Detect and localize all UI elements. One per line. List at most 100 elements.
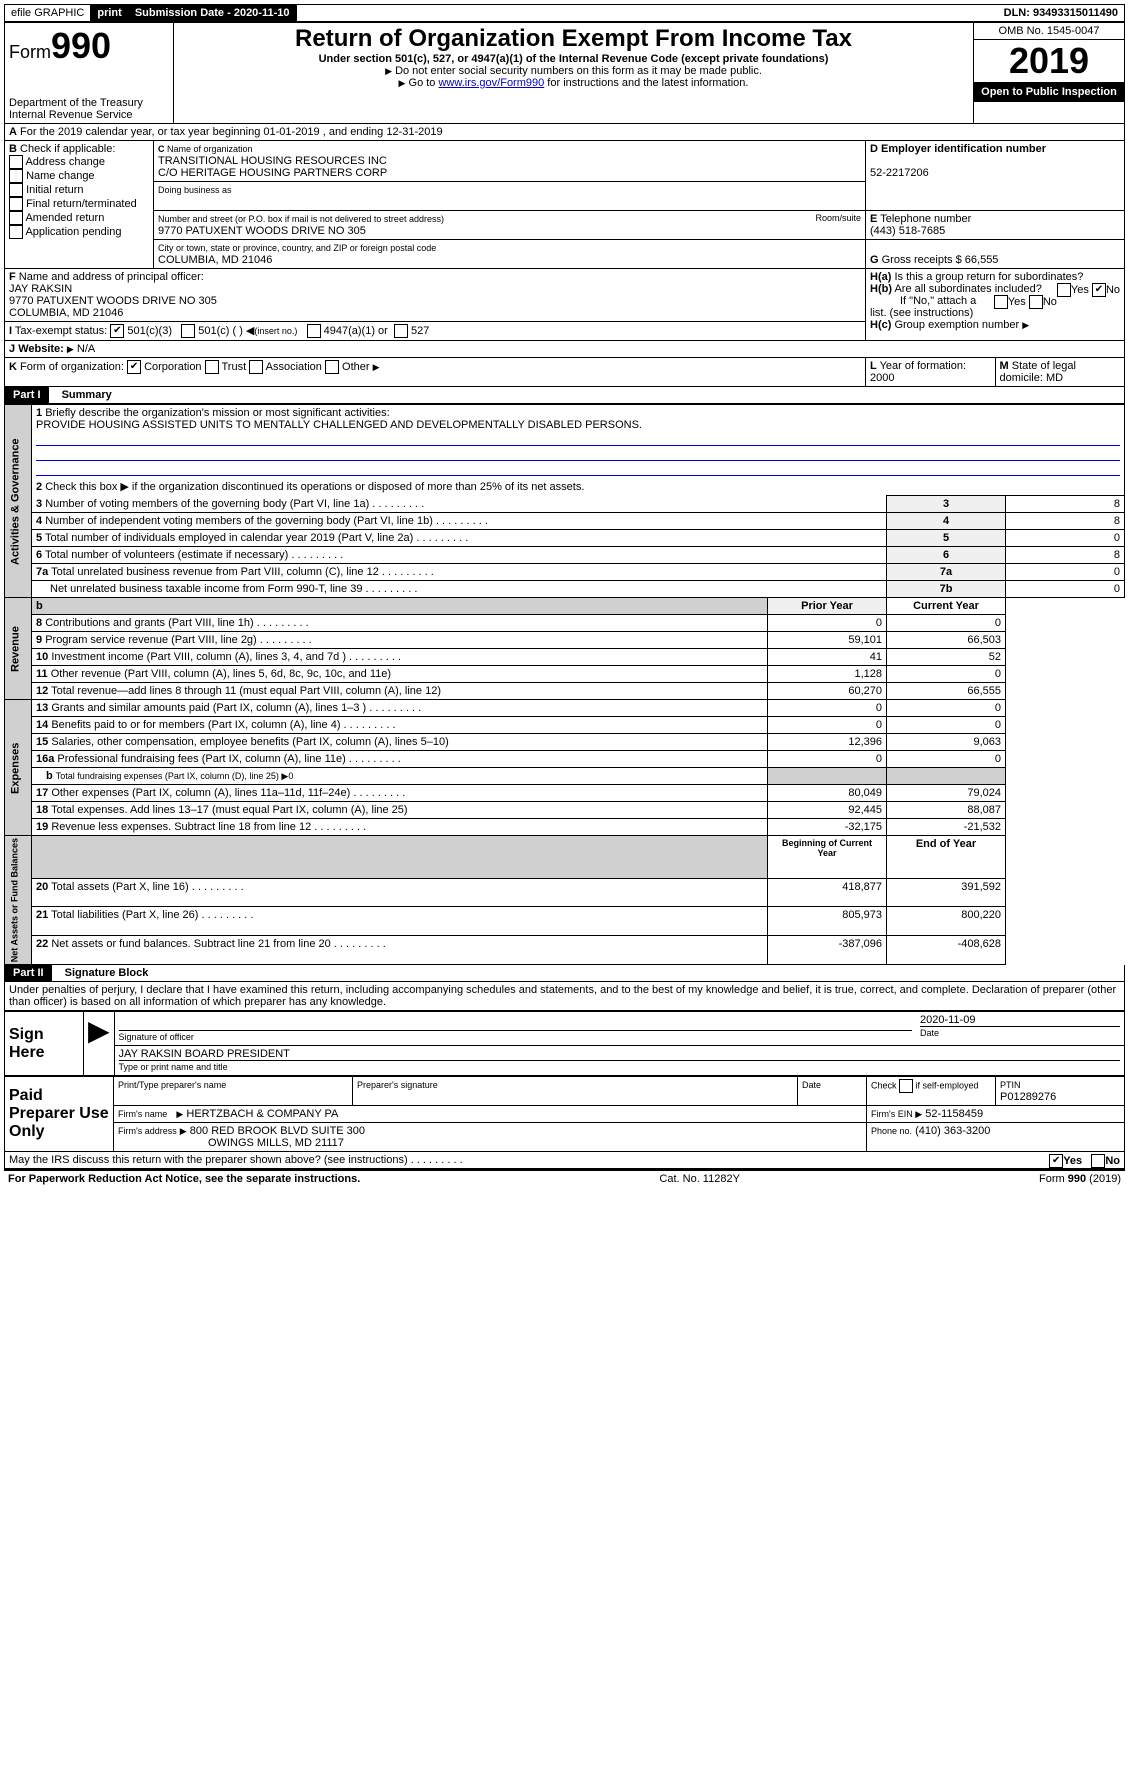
form-footer: Form 990 (2019) bbox=[1039, 1173, 1121, 1185]
form990-link[interactable]: www.irs.gov/Form990 bbox=[438, 77, 544, 89]
ha-label: Is this a group return for subordinates? bbox=[894, 271, 1083, 283]
website-value: N/A bbox=[77, 343, 95, 355]
cb-527[interactable] bbox=[394, 324, 408, 338]
gross-label: Gross receipts $ bbox=[882, 254, 962, 266]
exp-row: Other expenses (Part IX, column (A), lin… bbox=[51, 787, 405, 799]
cb-501c[interactable] bbox=[181, 324, 195, 338]
exp-row: Grants and similar amounts paid (Part IX… bbox=[51, 702, 421, 714]
cb-discuss-no[interactable] bbox=[1091, 1154, 1105, 1168]
l2-text: Check this box ▶ if the organization dis… bbox=[45, 481, 584, 493]
rev-row: Program service revenue (Part VIII, line… bbox=[45, 634, 312, 646]
gov-val: 0 bbox=[1006, 564, 1125, 581]
phone-value: (443) 518-7685 bbox=[870, 225, 945, 237]
website-label: Website: bbox=[18, 343, 64, 355]
cb-hb-no[interactable] bbox=[1029, 295, 1043, 309]
cb-trust[interactable] bbox=[205, 360, 219, 374]
cb-self-employed[interactable] bbox=[899, 1079, 913, 1093]
vlabel-governance: Activities & Governance bbox=[5, 405, 32, 598]
part1-label: Part I bbox=[5, 387, 49, 403]
addr-label: Number and street (or P.O. box if mail i… bbox=[158, 214, 444, 224]
exp-row: Salaries, other compensation, employee b… bbox=[51, 736, 448, 748]
part1-title: Summary bbox=[52, 389, 112, 401]
gov-val: 8 bbox=[1006, 496, 1125, 513]
top-toolbar: efile GRAPHIC print Submission Date - 20… bbox=[4, 4, 1125, 22]
irs-label: Internal Revenue Service bbox=[9, 109, 169, 121]
hdr-prior: Prior Year bbox=[768, 598, 887, 615]
hc-label: Group exemption number bbox=[894, 319, 1019, 331]
cb-ha-no[interactable]: ✔ bbox=[1092, 283, 1106, 297]
signature-table: Sign Here ▶ Signature of officer 2020-11… bbox=[4, 1011, 1125, 1076]
ein-value: 52-2217206 bbox=[870, 167, 929, 179]
net-row: Total liabilities (Part X, line 26) bbox=[51, 909, 253, 921]
firm-phone-label: Phone no. bbox=[871, 1126, 912, 1136]
state-label: State of legal domicile: bbox=[1000, 360, 1076, 384]
form-word: Form bbox=[9, 42, 51, 62]
cb-address-change[interactable] bbox=[9, 155, 23, 169]
room-label: Room/suite bbox=[815, 213, 861, 223]
cb-initial-return[interactable] bbox=[9, 183, 23, 197]
dln: DLN: 93493315011490 bbox=[998, 5, 1124, 21]
date-label: Date bbox=[920, 1028, 939, 1038]
cb-hb-yes[interactable] bbox=[994, 295, 1008, 309]
gov-val: 0 bbox=[1006, 581, 1125, 598]
tax-year: 2019 bbox=[974, 40, 1124, 82]
firm-addr1: 800 RED BROOK BLVD SUITE 300 bbox=[190, 1125, 365, 1137]
firm-addr-label: Firm's address bbox=[118, 1126, 177, 1136]
gov-row: Total number of volunteers (estimate if … bbox=[45, 549, 343, 561]
firm-ein: 52-1158459 bbox=[925, 1108, 983, 1120]
cb-name-change[interactable] bbox=[9, 169, 23, 183]
cb-ha-yes[interactable] bbox=[1057, 283, 1071, 297]
note-ssn: Do not enter social security numbers on … bbox=[395, 65, 762, 77]
org-name: TRANSITIONAL HOUSING RESOURCES INC bbox=[158, 155, 387, 167]
rev-row: Contributions and grants (Part VIII, lin… bbox=[45, 617, 309, 629]
cb-4947[interactable] bbox=[307, 324, 321, 338]
firm-addr2: OWINGS MILLS, MD 21117 bbox=[118, 1137, 344, 1149]
efile-label: efile GRAPHIC bbox=[5, 5, 91, 21]
officer-addr: 9770 PATUXENT WOODS DRIVE NO 305 bbox=[9, 295, 217, 307]
dba-label: Doing business as bbox=[158, 185, 232, 195]
sign-here-label: Sign Here bbox=[5, 1012, 84, 1076]
cb-corp[interactable]: ✔ bbox=[127, 360, 141, 374]
gov-val: 8 bbox=[1006, 547, 1125, 564]
prep-sig-label: Preparer's signature bbox=[357, 1080, 438, 1090]
cb-assoc[interactable] bbox=[249, 360, 263, 374]
form-number: 990 bbox=[51, 25, 111, 66]
form-org-label: Form of organization: bbox=[20, 361, 124, 373]
hdr-beginning: Beginning of Current Year bbox=[768, 836, 887, 879]
hdr-current: Current Year bbox=[887, 598, 1006, 615]
signer-name: JAY RAKSIN BOARD PRESIDENT bbox=[119, 1048, 1120, 1061]
cb-other[interactable] bbox=[325, 360, 339, 374]
tax-status-label: Tax-exempt status: bbox=[15, 325, 107, 337]
cb-amended[interactable] bbox=[9, 211, 23, 225]
gov-row: Total unrelated business revenue from Pa… bbox=[51, 566, 434, 578]
exp-row: Revenue less expenses. Subtract line 18 … bbox=[51, 821, 366, 833]
cb-app-pending[interactable] bbox=[9, 225, 23, 239]
gov-val: 0 bbox=[1006, 530, 1125, 547]
discuss-question: May the IRS discuss this return with the… bbox=[9, 1154, 463, 1166]
gov-row: Number of independent voting members of … bbox=[45, 515, 488, 527]
street-address: 9770 PATUXENT WOODS DRIVE NO 305 bbox=[158, 225, 366, 237]
gov-row: Total number of individuals employed in … bbox=[45, 532, 468, 544]
gross-value: 66,555 bbox=[965, 254, 999, 266]
firm-phone: (410) 363-3200 bbox=[915, 1125, 990, 1137]
period-line: For the 2019 calendar year, or tax year … bbox=[20, 126, 443, 138]
treasury-dept: Department of the Treasury bbox=[9, 97, 169, 109]
note-goto-post: for instructions and the latest informat… bbox=[544, 77, 748, 89]
sign-date: 2020-11-09 bbox=[920, 1014, 1120, 1027]
rev-row: Investment income (Part VIII, column (A)… bbox=[51, 651, 401, 663]
officer-name: JAY RAKSIN bbox=[9, 283, 72, 295]
mission-text: PROVIDE HOUSING ASSISTED UNITS TO MENTAL… bbox=[36, 419, 642, 431]
state-val: MD bbox=[1046, 372, 1063, 384]
exp-row: Total expenses. Add lines 13–17 (must eq… bbox=[51, 804, 407, 816]
vlabel-netassets: Net Assets or Fund Balances bbox=[5, 836, 32, 965]
cb-discuss-yes[interactable]: ✔ bbox=[1049, 1154, 1063, 1168]
print-button[interactable]: print bbox=[91, 5, 128, 21]
identity-grid: B Check if applicable: Address change Na… bbox=[4, 140, 1125, 387]
cb-501c3[interactable]: ✔ bbox=[110, 324, 124, 338]
cb-final-return[interactable] bbox=[9, 197, 23, 211]
exp-row: Total fundraising expenses (Part IX, col… bbox=[56, 771, 294, 781]
city-value: COLUMBIA, MD 21046 bbox=[158, 254, 272, 266]
net-row: Total assets (Part X, line 16) bbox=[51, 881, 244, 893]
rev-row: Total revenue—add lines 8 through 11 (mu… bbox=[51, 685, 441, 697]
hb-label: Are all subordinates included? bbox=[894, 283, 1041, 295]
